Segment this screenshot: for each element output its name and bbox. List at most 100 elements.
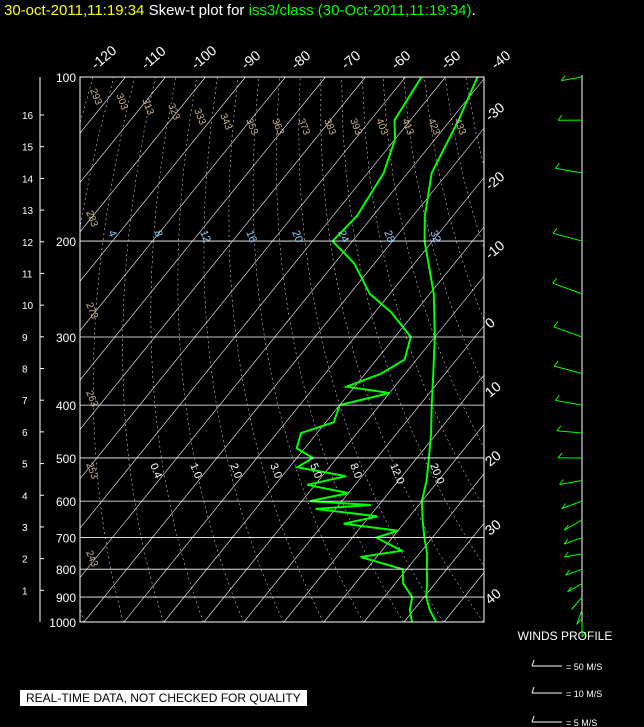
wind-barb-flag bbox=[567, 586, 572, 593]
moist-label: 8.0 bbox=[347, 462, 364, 481]
temp-right-label: 40 bbox=[482, 585, 504, 607]
wind-barb bbox=[561, 76, 583, 82]
height-tick-label: 9 bbox=[22, 333, 28, 344]
isotherm bbox=[123, 177, 484, 622]
isotherm bbox=[80, 78, 484, 579]
isotherm bbox=[80, 77, 446, 529]
wind-barb-flag bbox=[555, 395, 560, 401]
wind-barb-flag bbox=[557, 114, 563, 121]
isotherm bbox=[83, 127, 484, 622]
height-tick-label: 7 bbox=[22, 396, 28, 407]
adiabat-label: 343 bbox=[217, 112, 234, 132]
height-tick-label: 16 bbox=[22, 111, 34, 122]
dry-adiabat bbox=[403, 77, 484, 386]
dry-adiabat bbox=[298, 77, 444, 622]
wind-barb-flag bbox=[555, 162, 560, 169]
adiabat-label: 363 bbox=[269, 117, 286, 137]
adiabat-label: 263 bbox=[83, 389, 100, 409]
isotherm bbox=[80, 77, 206, 233]
wind-barb-flag bbox=[552, 227, 558, 234]
title-plot-label: Skew-t plot for bbox=[148, 2, 245, 19]
isotherm bbox=[80, 77, 406, 480]
wind-barb bbox=[576, 609, 583, 625]
temp-top-label: -70 bbox=[338, 47, 364, 72]
pressure-tick-label: 500 bbox=[56, 452, 76, 466]
height-tick-label: 8 bbox=[22, 365, 28, 376]
adiabat-label: 273 bbox=[83, 301, 100, 321]
pressure-tick-label: 600 bbox=[56, 495, 76, 509]
wind-legend-flag bbox=[531, 659, 535, 667]
isotherm bbox=[163, 226, 484, 622]
temp-top-label: -40 bbox=[488, 47, 514, 72]
mixing-ratio-label: 28 bbox=[381, 229, 397, 245]
height-tick-label: 14 bbox=[22, 174, 34, 185]
dry-adiabat bbox=[444, 77, 484, 249]
pressure-tick-label: 1000 bbox=[49, 616, 76, 630]
isotherm bbox=[283, 374, 484, 622]
pressure-tick-label: 700 bbox=[56, 532, 76, 546]
wind-barb bbox=[559, 480, 583, 485]
wind-barb-flag bbox=[576, 619, 582, 625]
title-period: . bbox=[471, 2, 476, 19]
adiabat-label: 303 bbox=[113, 92, 130, 112]
isotherm bbox=[243, 325, 484, 622]
temp-top-label: -120 bbox=[88, 42, 120, 72]
temp-right-label: 20 bbox=[482, 447, 504, 469]
adiabat-label: 243 bbox=[83, 549, 100, 569]
wind-barb bbox=[552, 282, 583, 295]
isotherm bbox=[483, 621, 484, 622]
wind-barb bbox=[553, 326, 583, 338]
adiabat-label: 353 bbox=[243, 117, 260, 137]
dry-adiabat bbox=[528, 77, 644, 622]
mixing-ratio-label: 16 bbox=[243, 229, 259, 245]
dry-adiabat bbox=[177, 77, 244, 622]
adiabat-label: 373 bbox=[295, 117, 312, 137]
mixing-ratio-label: 12 bbox=[197, 229, 213, 245]
wind-barb bbox=[554, 365, 583, 375]
mixing-ratio-label: 8 bbox=[151, 229, 164, 239]
wind-legend-label: = 5 M/S bbox=[566, 718, 597, 727]
wind-barb-flag bbox=[556, 425, 562, 432]
dry-adiabat bbox=[150, 77, 204, 622]
moist-label: 1.0 bbox=[187, 462, 204, 481]
dry-adiabat bbox=[122, 77, 164, 622]
isotherm bbox=[80, 77, 246, 282]
pressure-tick-label: 400 bbox=[56, 399, 76, 413]
pressure-tick-label: 800 bbox=[56, 563, 76, 577]
wind-barb-flag bbox=[581, 631, 587, 638]
pressure-tick-label: 100 bbox=[56, 71, 76, 85]
wind-barb-flag bbox=[571, 604, 576, 610]
pressure-tick-label: 300 bbox=[56, 331, 76, 345]
height-tick-label: 5 bbox=[22, 460, 28, 471]
dry-adiabat bbox=[569, 77, 644, 622]
wind-barb-flag bbox=[559, 479, 564, 485]
dry-adiabat bbox=[252, 77, 364, 622]
wind-barb bbox=[565, 568, 583, 576]
height-tick-label: 1 bbox=[22, 586, 28, 597]
dry-adiabat bbox=[341, 77, 484, 567]
mixing-ratio-label: 32 bbox=[427, 229, 443, 245]
wind-barb bbox=[556, 430, 583, 434]
dry-adiabat bbox=[93, 77, 135, 622]
wind-barb bbox=[563, 537, 583, 545]
wind-barb-flag bbox=[563, 551, 569, 558]
wind-barb bbox=[567, 583, 583, 593]
moist-label: 12.0 bbox=[387, 462, 406, 486]
adiabat-label: 383 bbox=[321, 117, 338, 137]
moist-label: 0.4 bbox=[147, 462, 164, 481]
dry-adiabat bbox=[424, 77, 484, 321]
dry-adiabat bbox=[203, 77, 284, 622]
height-tick-label: 10 bbox=[22, 301, 34, 312]
moist-label: 5.0 bbox=[307, 462, 324, 481]
wind-legend-flag bbox=[531, 686, 535, 694]
moist-label: 2.0 bbox=[227, 462, 244, 481]
dry-adiabat bbox=[549, 77, 644, 622]
wind-legend-flag bbox=[531, 715, 535, 723]
isotherm bbox=[80, 77, 286, 332]
isotherm bbox=[80, 77, 366, 430]
plot-frame bbox=[79, 76, 485, 623]
mixing-ratio-label: 20 bbox=[289, 229, 305, 245]
plot-area bbox=[80, 77, 644, 622]
temp-right-label: -10 bbox=[482, 237, 508, 262]
